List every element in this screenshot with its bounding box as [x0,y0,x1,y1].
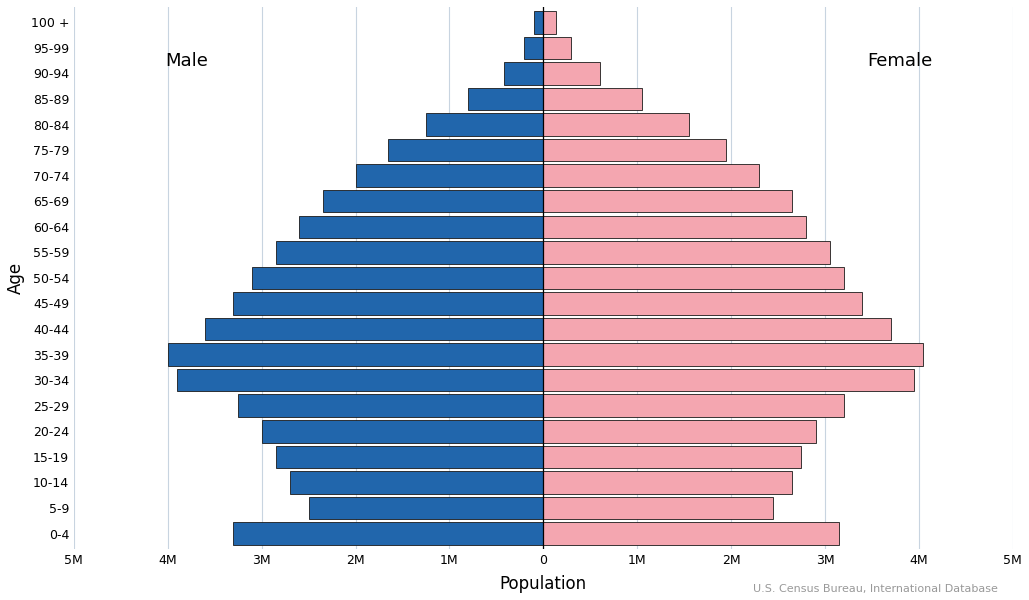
Bar [355,164,543,187]
Bar [504,62,543,85]
Text: Female: Female [867,52,932,70]
Bar [543,343,923,366]
Bar [543,394,844,417]
Bar [543,522,839,545]
Bar [543,37,571,59]
Bar [543,139,726,161]
Bar [206,318,543,340]
Bar [543,292,862,315]
Bar [543,497,773,519]
Text: Male: Male [165,52,208,70]
Bar [290,471,543,494]
Bar [234,292,543,315]
Bar [276,446,543,468]
Bar [177,369,543,391]
Bar [534,11,543,34]
Bar [468,88,543,110]
Bar [299,215,543,238]
X-axis label: Population: Population [500,575,587,593]
Bar [261,420,543,443]
Bar [543,215,806,238]
Bar [543,266,844,289]
Bar [543,164,759,187]
Y-axis label: Age: Age [7,262,25,294]
Bar [543,62,600,85]
Bar [238,394,543,417]
Bar [543,369,914,391]
Bar [543,241,829,263]
Bar [525,37,543,59]
Bar [252,266,543,289]
Bar [543,420,816,443]
Bar [426,113,543,136]
Bar [323,190,543,212]
Bar [234,522,543,545]
Bar [309,497,543,519]
Bar [543,471,792,494]
Bar [388,139,543,161]
Bar [543,190,792,212]
Bar [543,11,557,34]
Text: U.S. Census Bureau, International Database: U.S. Census Bureau, International Databa… [753,584,998,594]
Bar [276,241,543,263]
Bar [543,113,688,136]
Bar [168,343,543,366]
Bar [543,88,642,110]
Bar [543,446,802,468]
Bar [543,318,891,340]
